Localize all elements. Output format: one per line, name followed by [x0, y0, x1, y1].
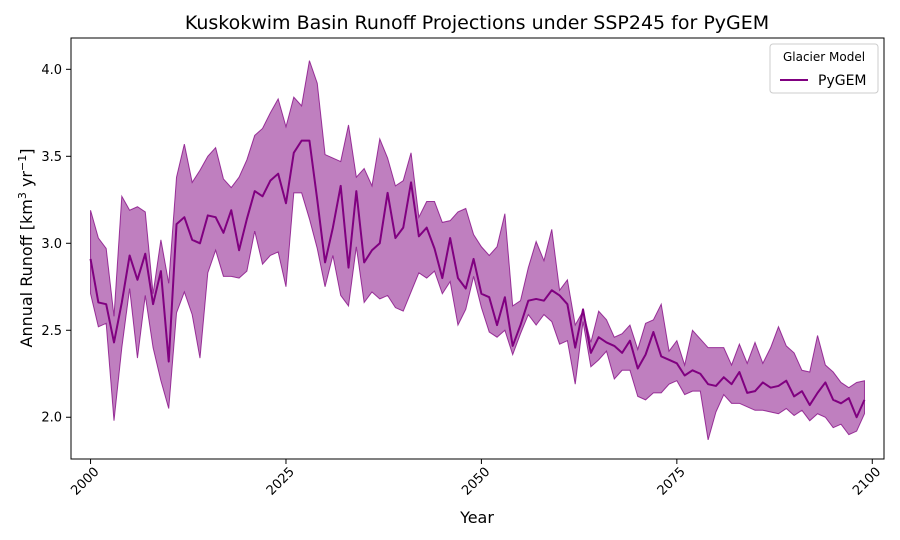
y-axis-label-sup2: −1: [16, 155, 29, 171]
legend-entry-pygem: PyGEM: [818, 73, 867, 89]
legend: Glacier Model PyGEM: [769, 43, 879, 94]
plot-frame: [70, 37, 885, 460]
y-tick-label: 2.5: [41, 324, 62, 339]
series-line-pygem: [89, 139, 866, 419]
legend-title: Glacier Model: [783, 50, 865, 64]
y-axis: 2.0 2.5 3.0 3.5 4.0: [41, 63, 71, 426]
y-axis-label-middle: yr: [17, 171, 36, 193]
y-tick-label: 3.0: [41, 237, 62, 252]
y-tick-label: 3.5: [41, 150, 62, 165]
chart-title: Kuskokwim Basin Runoff Projections under…: [185, 12, 769, 34]
y-axis-label-sup1: 3: [16, 192, 29, 199]
plot-area: [89, 60, 866, 440]
x-axis-label: Year: [459, 508, 494, 527]
y-axis-label: Annual Runoff [km3 yr−1]: [16, 149, 36, 348]
y-axis-label-prefix: Annual Runoff [km: [17, 199, 36, 347]
y-tick-label: 4.0: [41, 63, 62, 78]
y-tick-label: 2.0: [41, 411, 62, 426]
y-axis-label-suffix: ]: [17, 149, 36, 155]
uncertainty-band: [90, 60, 865, 440]
